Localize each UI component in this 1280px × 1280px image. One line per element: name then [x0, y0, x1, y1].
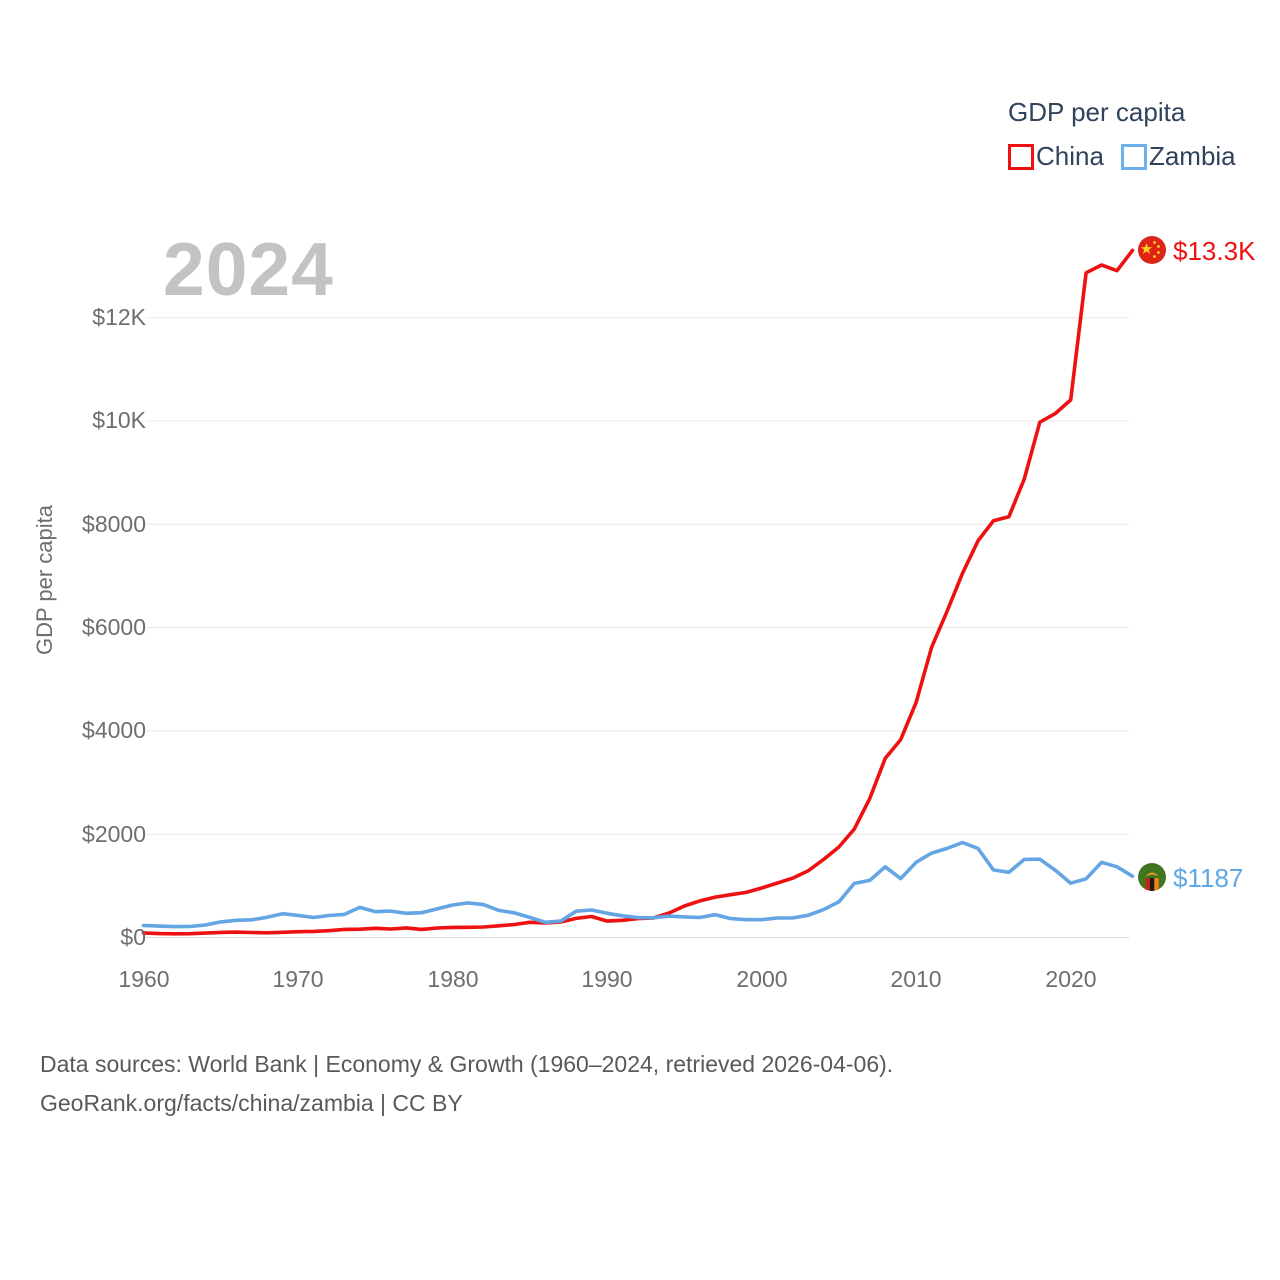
zambia-end-value-label: $1187 — [1173, 863, 1244, 893]
china-flag-icon — [1138, 236, 1166, 264]
y-tick-4000: $4000 — [82, 717, 146, 743]
year-watermark: 2024 — [163, 227, 334, 311]
y-tick-2000: $2000 — [82, 821, 146, 847]
y-tick-6000: $6000 — [82, 614, 146, 640]
data-sources-line: Data sources: World Bank | Economy & Gro… — [40, 1051, 894, 1077]
y-tick-8000: $8000 — [82, 511, 146, 537]
legend-items: China Zambia — [1008, 141, 1236, 172]
legend-item-zambia[interactable]: Zambia — [1120, 141, 1236, 172]
china-end-value-label: $13.3K — [1173, 236, 1256, 266]
x-tick-1970: 1970 — [272, 966, 324, 992]
legend-item-china[interactable]: China — [1008, 141, 1104, 172]
y-tick-10k: $10K — [92, 407, 146, 433]
gridlines — [146, 317, 1129, 938]
license-line: GeoRank.org/facts/china/zambia | CC BY — [40, 1090, 463, 1116]
x-tick-2000: 2000 — [736, 966, 788, 992]
legend: GDP per capita China Zambia — [1008, 97, 1236, 172]
x-tick-1980: 1980 — [427, 966, 479, 992]
y-tick-0: $0 — [120, 924, 146, 950]
x-tick-2020: 2020 — [1045, 966, 1097, 992]
legend-title: GDP per capita — [1008, 97, 1186, 127]
attribution: Data sources: World Bank | Economy & Gro… — [40, 1045, 893, 1123]
series-lines[interactable] — [141, 248, 1135, 936]
china-series-swatch-icon — [1008, 143, 1034, 170]
series-line-china[interactable] — [141, 248, 1135, 936]
y-tick-12k: $12K — [92, 304, 146, 330]
legend-label-zambia: Zambia — [1148, 141, 1236, 171]
x-tick-1990: 1990 — [581, 966, 633, 992]
zambia-flag-icon — [1138, 863, 1166, 891]
legend-label-china: China — [1036, 141, 1104, 171]
series-line-zambia[interactable] — [141, 840, 1135, 929]
x-tick-2010: 2010 — [890, 966, 942, 992]
zambia-series-swatch-icon — [1120, 143, 1147, 170]
x-tick-1960: 1960 — [118, 966, 170, 992]
